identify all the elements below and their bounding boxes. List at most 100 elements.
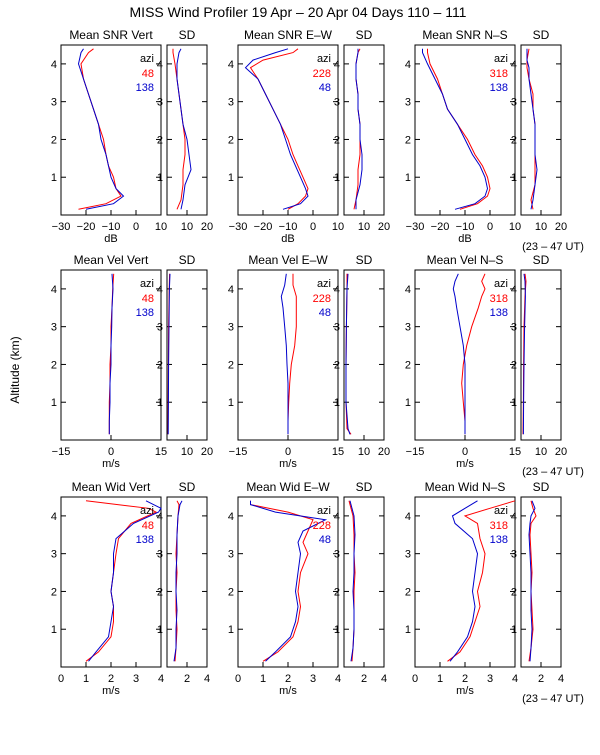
panel-vel-ns: Mean Vel N–S 1 2 3 4 −15 0 15 m/s azi 318 138 [405, 253, 521, 470]
y-tick-label: 3 [405, 97, 411, 109]
y-tick-label: 4 [511, 284, 517, 296]
x-tick-label: 4 [381, 673, 387, 685]
series-line-138 [526, 48, 538, 210]
y-tick-label: 4 [228, 284, 234, 296]
y-tick-label: 1 [511, 624, 517, 636]
legend-title: azi [494, 505, 508, 517]
y-tick-label: 4 [228, 511, 234, 523]
x-tick-label: 1 [437, 673, 443, 685]
y-tick-label: 1 [511, 397, 517, 409]
legend-entry: 228 [313, 68, 331, 80]
legend-entry: 48 [142, 520, 154, 532]
legend-entry: 48 [142, 68, 154, 80]
legend-entry: 48 [319, 82, 331, 94]
panel-title: Mean Wid N–S [425, 480, 506, 494]
panel-title: SD [356, 253, 373, 267]
x-tick-label: −10 [456, 221, 475, 233]
x-tick-label: 0 [108, 446, 114, 458]
x-tick-label: −15 [406, 446, 425, 458]
y-tick-label: 3 [405, 322, 411, 334]
x-tick-label: 2 [184, 673, 190, 685]
x-tick-label: 20 [555, 221, 567, 233]
panel-vel-vert: Mean Vel Vert 1 2 3 4 −15 0 15 m/s azi 48 138 [51, 253, 167, 470]
y-tick-label: 3 [511, 549, 517, 561]
legend-title: azi [317, 278, 331, 290]
y-tick-label: 1 [157, 172, 163, 184]
x-tick-label: −30 [229, 221, 248, 233]
y-tick-label: 2 [51, 134, 57, 146]
panel-title: SD [533, 28, 550, 42]
legend-entry: 318 [490, 68, 508, 80]
x-tick-label: 20 [201, 221, 213, 233]
series-line-48 [250, 500, 328, 662]
y-tick-label: 1 [334, 624, 340, 636]
x-tick-label: 2 [462, 673, 468, 685]
series-line-138 [108, 273, 114, 435]
series-line-318 [447, 500, 516, 662]
y-tick-label: 4 [334, 284, 340, 296]
y-tick-label: 1 [228, 172, 234, 184]
series-line-138 [88, 500, 162, 662]
x-tick-label: 15 [155, 446, 167, 458]
legend-title: azi [494, 53, 508, 65]
y-tick-label: 1 [334, 172, 340, 184]
panel-wid-ns: Mean Wid N–S 1 2 3 4 0 1 2 3 4 m/s azi 318 138 [405, 480, 518, 697]
x-tick-label: −30 [406, 221, 425, 233]
x-tick-label: 3 [133, 673, 139, 685]
y-tick-label: 3 [228, 97, 234, 109]
legend-entry: 318 [490, 293, 508, 305]
x-tick-label: 20 [378, 446, 390, 458]
x-tick-label: 15 [332, 446, 344, 458]
panel-snr-ns-sd: SD 1 2 3 4 10 20 (23 – 47 UT) [511, 28, 584, 253]
panel-snr-ew-sd: SD 1 2 3 4 10 20 [334, 28, 390, 233]
panel-snr-ew: Mean SNR E–W 1 2 3 4 −30 −20 −10 0 10 dB azi 228 48 [228, 28, 344, 245]
panel-snr-ns: Mean SNR N–S 1 2 3 4 −30 −20 −10 0 10 dB azi 318 138 [405, 28, 521, 245]
panel-frame [343, 496, 385, 668]
panel-wid-ns-sd: SD 1 2 3 4 2 4 (23 – 47 UT) [511, 480, 584, 705]
y-tick-label: 3 [157, 549, 163, 561]
x-tick-label: 4 [335, 673, 341, 685]
panel-vel-vert-sd: SD 1 2 3 4 10 20 [157, 253, 213, 458]
panel-title: Mean Vel E–W [248, 253, 328, 267]
panel-title: SD [356, 480, 373, 494]
x-tick-label: 4 [204, 673, 210, 685]
y-tick-label: 2 [511, 586, 517, 598]
time-range-note: (23 – 47 UT) [522, 466, 584, 478]
altitude-axis-label: Altitude (km) [8, 336, 22, 403]
x-tick-label: −20 [254, 221, 273, 233]
series-line-48 [349, 500, 356, 662]
legend-title: azi [317, 53, 331, 65]
series-line-228 [287, 273, 297, 435]
panel-vel-ew-sd: SD 1 2 3 4 10 20 [334, 253, 390, 458]
panel-frame [520, 496, 562, 668]
y-tick-label: 4 [51, 511, 57, 523]
y-tick-label: 1 [51, 397, 57, 409]
legend-entry: 138 [136, 82, 154, 94]
time-range-note: (23 – 47 UT) [522, 241, 584, 253]
x-tick-label: 3 [310, 673, 316, 685]
x-tick-label: −20 [431, 221, 450, 233]
series-line-228 [249, 48, 309, 210]
panel-title: SD [179, 28, 196, 42]
series-line-138 [422, 48, 489, 210]
x-tick-label: −20 [77, 221, 96, 233]
x-axis-label: m/s [102, 685, 120, 697]
legend-title: azi [140, 505, 154, 517]
x-tick-label: 4 [158, 673, 164, 685]
x-tick-label: 0 [58, 673, 64, 685]
x-tick-label: 4 [558, 673, 564, 685]
x-axis-label: m/s [279, 458, 297, 470]
y-tick-label: 2 [228, 134, 234, 146]
series-line-318 [526, 48, 536, 210]
y-tick-label: 2 [157, 134, 163, 146]
series-line-228 [353, 48, 361, 210]
legend-entry: 228 [313, 293, 331, 305]
y-tick-label: 3 [511, 97, 517, 109]
x-tick-label: 10 [155, 221, 167, 233]
panel-title: SD [179, 253, 196, 267]
panel-frame [166, 44, 208, 216]
series-line-138 [528, 500, 536, 662]
panel-vel-ns-sd: SD 1 2 3 4 10 20 (23 – 47 UT) [511, 253, 584, 478]
legend-entry: 138 [490, 307, 508, 319]
x-tick-label: −15 [52, 446, 71, 458]
